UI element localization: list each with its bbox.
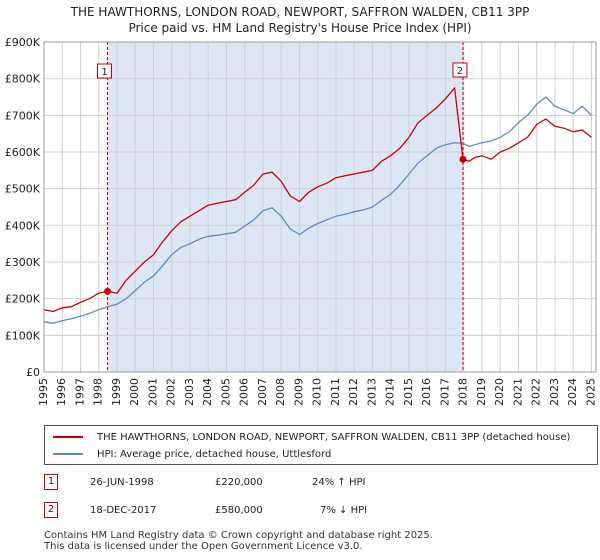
transaction-1-date: 26-JUN-1998 (90, 477, 154, 488)
chart: £0 £100K £200K £300K £400K £500K £600K £700K £80… (5, 36, 598, 406)
x-tick-label: 2000 (128, 378, 141, 406)
transaction-2-price: £580,000 (215, 505, 263, 516)
y-tick-label: £300K (5, 256, 41, 269)
x-tick-label: 2021 (511, 378, 524, 406)
transaction-1-price: £220,000 (215, 477, 263, 488)
y-tick-label: £600K (5, 146, 41, 159)
x-tick-label: 2019 (475, 378, 488, 406)
x-tick-label: 2022 (530, 378, 543, 406)
x-tick-label: 2025 (584, 378, 597, 406)
grid (43, 41, 596, 373)
transaction-2-badge: 2 (44, 502, 58, 518)
chart-title-line2: Price paid vs. HM Land Registry's House … (128, 21, 472, 35)
sale-point-2 (459, 155, 467, 163)
y-tick-label: £200K (5, 293, 41, 306)
x-tick-label: 1999 (110, 378, 123, 406)
transaction-1-badge: 1 (44, 474, 58, 490)
y-tick-label: £500K (5, 183, 41, 196)
transaction-2-hpi: 7% ↓ HPI (320, 505, 368, 516)
x-tick-label: 2023 (548, 378, 561, 406)
x-tick-label: 2020 (493, 378, 506, 406)
annotation-box-2 (452, 62, 468, 78)
annotation-box-1 (97, 63, 113, 79)
x-tick-label: 1996 (55, 378, 68, 406)
x-tick-label: 2010 (311, 378, 324, 406)
x-tick-label: 2005 (219, 378, 232, 406)
x-tick-label: 2013 (365, 378, 378, 406)
x-tick-label: 1995 (37, 378, 50, 406)
x-tick-label: 2015 (402, 378, 415, 406)
x-tick-label: 2009 (292, 378, 305, 406)
x-tick-label: 2018 (457, 378, 470, 406)
legend: THE HAWTHORNS, LONDON ROAD, NEWPORT, SAF… (44, 425, 598, 465)
x-tick-label: 2016 (420, 378, 433, 406)
annotation-label-1: 1 (101, 67, 107, 78)
annotation-label-2: 2 (457, 66, 463, 77)
y-tick-label: £900K (5, 36, 41, 49)
x-tick-label: 2011 (329, 378, 342, 406)
y-tick-label: £700K (5, 109, 41, 122)
series-layer (43, 87, 592, 324)
transaction-1-hpi: 24% ↑ HPI (312, 477, 366, 488)
x-tick-label: 2003 (183, 378, 196, 406)
x-tick-label: 2002 (165, 378, 178, 406)
x-tick-label: 2001 (146, 378, 159, 406)
x-tick-label: 2007 (256, 378, 269, 406)
transaction-marker-lines (107, 42, 464, 372)
sale-point-1 (104, 287, 112, 295)
plot-frame (43, 41, 597, 373)
x-tick-label: 2014 (384, 378, 397, 406)
x-tick-label: 2017 (438, 378, 451, 406)
footer-licence: This data is licensed under the Open Gov… (44, 541, 363, 552)
transaction-2-date: 18-DEC-2017 (90, 505, 157, 516)
chart-title-line1: THE HAWTHORNS, LONDON ROAD, NEWPORT, SAF… (70, 5, 530, 19)
y-tick-label: £800K (5, 73, 41, 86)
y-tick-label: £100K (5, 329, 41, 342)
y-tick-label: £400K (5, 219, 41, 232)
legend-swatch-property (53, 436, 83, 438)
series-line-hpi (43, 96, 592, 324)
legend-label-property: THE HAWTHORNS, LONDON ROAD, NEWPORT, SAF… (97, 431, 571, 443)
x-tick-label: 1998 (92, 378, 105, 406)
ownership-shade (107, 42, 463, 372)
footer: Contains HM Land Registry data © Crown c… (44, 530, 433, 552)
x-tick-label: 2008 (274, 378, 287, 406)
legend-swatch-hpi (53, 453, 83, 455)
x-tick-label: 2012 (347, 378, 360, 406)
x-tick-label: 2024 (566, 378, 579, 406)
footer-copyright: Contains HM Land Registry data © Crown c… (44, 530, 433, 541)
axes: £0 £100K £200K £300K £400K £500K £600K £700K £80… (5, 36, 598, 406)
legend-label-hpi: HPI: Average price, detached house, Uttl… (97, 448, 332, 460)
x-tick-label: 2004 (201, 378, 214, 406)
y-tick-label: £0 (26, 366, 40, 379)
x-tick-label: 1997 (73, 378, 86, 406)
legend-item-property: THE HAWTHORNS, LONDON ROAD, NEWPORT, SAF… (53, 429, 570, 445)
legend-item-hpi: HPI: Average price, detached house, Uttl… (53, 446, 331, 462)
x-tick-label: 2006 (238, 378, 251, 406)
series-line-property (43, 87, 592, 313)
